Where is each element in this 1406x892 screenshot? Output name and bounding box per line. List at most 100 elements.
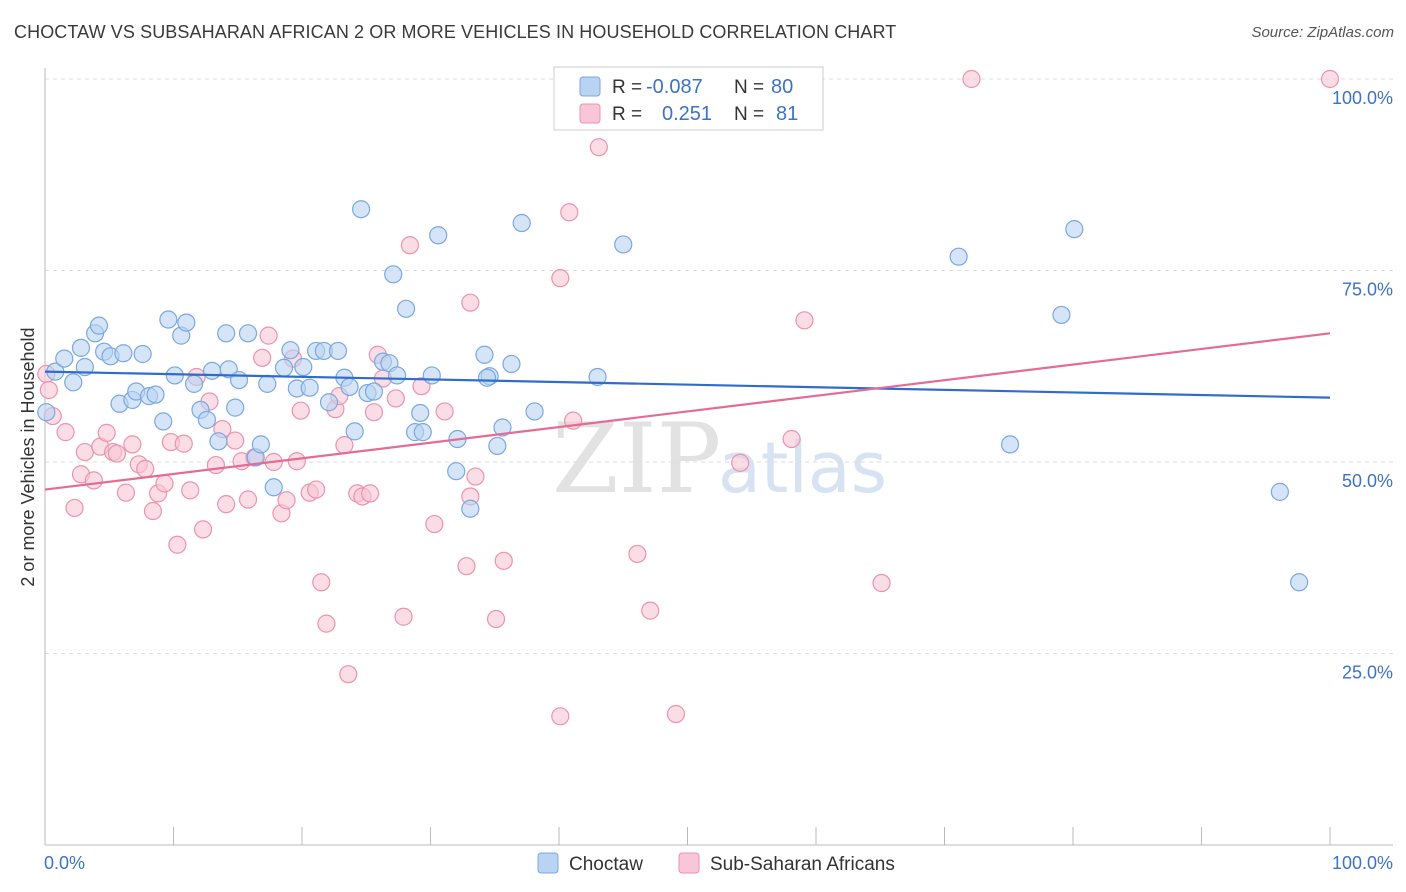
data-point-sub-saharan-africans bbox=[56, 423, 75, 442]
data-point-sub-saharan-africans bbox=[143, 501, 163, 521]
data-point-sub-saharan-africans bbox=[486, 609, 506, 629]
y-axis-label: 2 or more Vehicles in Household bbox=[18, 327, 38, 586]
data-point-choctaw bbox=[294, 357, 313, 377]
legend-bottom-ssa-swatch bbox=[678, 852, 700, 874]
data-point-sub-saharan-africans bbox=[107, 444, 127, 463]
data-point-sub-saharan-africans bbox=[116, 483, 136, 502]
data-point-choctaw bbox=[184, 374, 204, 393]
data-point-choctaw bbox=[319, 393, 339, 412]
data-point-sub-saharan-africans bbox=[317, 614, 336, 633]
data-point-choctaw bbox=[461, 499, 480, 518]
legend-choctaw-swatch bbox=[579, 76, 601, 97]
data-point-sub-saharan-africans bbox=[589, 138, 608, 157]
data-point-sub-saharan-africans bbox=[174, 434, 193, 453]
data-point-sub-saharan-africans bbox=[731, 453, 750, 472]
data-point-choctaw bbox=[71, 338, 91, 357]
trend-lines bbox=[44, 332, 1331, 491]
source-credit: Source: ZipAtlas.com bbox=[1251, 24, 1394, 41]
data-point-sub-saharan-africans bbox=[339, 665, 358, 684]
data-point-choctaw bbox=[488, 436, 507, 456]
legend-bottom-ssa-label: Sub-Saharan Africans bbox=[710, 854, 895, 875]
x-tick-label-min: 0.0% bbox=[44, 853, 85, 873]
trend-line-sub-saharan-africans bbox=[44, 332, 1331, 491]
data-point-sub-saharan-africans bbox=[39, 380, 58, 400]
data-point-choctaw bbox=[411, 403, 430, 423]
data-point-choctaw bbox=[177, 313, 196, 332]
data-point-choctaw bbox=[55, 349, 74, 368]
data-point-sub-saharan-africans bbox=[291, 401, 310, 420]
trend-line-choctaw bbox=[44, 370, 1331, 399]
data-point-sub-saharan-africans bbox=[97, 423, 116, 442]
legend-choctaw-n-label: N = bbox=[734, 77, 764, 98]
data-point-sub-saharan-africans bbox=[628, 544, 647, 564]
legend-ssa-swatch bbox=[579, 103, 601, 124]
legend-top: R = -0.087 N = 80 R = 0.251 N = 81 bbox=[553, 66, 824, 131]
y-tick-labels: 25.0% 50.0% 75.0% 100.0% bbox=[1332, 88, 1393, 683]
data-point-choctaw bbox=[512, 213, 531, 233]
data-point-sub-saharan-africans bbox=[259, 326, 278, 345]
data-point-sub-saharan-africans bbox=[155, 474, 174, 493]
data-point-choctaw bbox=[387, 366, 407, 385]
legend-bottom-choctaw-label: Choctaw bbox=[569, 854, 643, 875]
data-point-choctaw bbox=[89, 316, 109, 335]
legend-bottom: Choctaw Sub-Saharan Africans bbox=[537, 852, 895, 875]
data-point-sub-saharan-africans bbox=[361, 484, 380, 503]
grid bbox=[45, 78, 1393, 654]
data-point-choctaw bbox=[614, 235, 633, 254]
data-point-sub-saharan-africans bbox=[461, 293, 480, 312]
data-point-sub-saharan-africans bbox=[84, 471, 103, 490]
data-point-choctaw bbox=[413, 423, 432, 442]
data-point-choctaw bbox=[364, 382, 384, 401]
data-point-choctaw bbox=[345, 422, 364, 441]
legend-bottom-choctaw-swatch bbox=[537, 852, 559, 874]
data-point-sub-saharan-africans bbox=[962, 69, 981, 89]
data-point-sub-saharan-africans bbox=[494, 551, 513, 570]
data-point-choctaw bbox=[37, 403, 56, 422]
data-point-sub-saharan-africans bbox=[466, 467, 485, 486]
y-tick-label: 25.0% bbox=[1342, 663, 1393, 683]
data-point-sub-saharan-africans bbox=[666, 704, 686, 724]
data-point-choctaw bbox=[258, 374, 277, 393]
data-point-sub-saharan-africans bbox=[457, 557, 476, 576]
data-point-sub-saharan-africans bbox=[238, 490, 258, 509]
data-point-choctaw bbox=[429, 226, 448, 245]
data-point-choctaw bbox=[209, 432, 228, 451]
legend-choctaw-r-value: -0.087 bbox=[646, 76, 703, 98]
data-point-choctaw bbox=[384, 265, 403, 284]
data-point-choctaw bbox=[949, 247, 968, 266]
data-point-choctaw bbox=[300, 378, 319, 397]
series-sub-saharan-africans bbox=[37, 69, 1340, 726]
data-point-sub-saharan-africans bbox=[253, 348, 272, 367]
data-point-sub-saharan-africans bbox=[287, 452, 306, 471]
data-point-sub-saharan-africans bbox=[123, 435, 142, 454]
data-point-sub-saharan-africans bbox=[217, 495, 236, 514]
data-point-sub-saharan-africans bbox=[136, 459, 155, 478]
data-point-sub-saharan-africans bbox=[795, 311, 814, 330]
x-tick-label-max: 100.0% bbox=[1332, 853, 1393, 873]
data-point-choctaw bbox=[1270, 482, 1289, 501]
data-point-choctaw bbox=[251, 435, 270, 454]
data-point-choctaw bbox=[226, 398, 245, 417]
data-point-choctaw bbox=[1065, 220, 1084, 239]
data-point-sub-saharan-africans bbox=[364, 403, 384, 422]
legend-choctaw-n-value: 80 bbox=[771, 76, 793, 98]
data-point-sub-saharan-africans bbox=[277, 491, 296, 510]
data-point-choctaw bbox=[1052, 305, 1071, 325]
data-point-choctaw bbox=[525, 402, 544, 421]
legend-choctaw-r-label: R = bbox=[612, 77, 642, 98]
data-point-choctaw bbox=[264, 478, 283, 497]
data-point-sub-saharan-africans bbox=[168, 535, 187, 554]
data-point-sub-saharan-africans bbox=[394, 607, 413, 626]
data-point-sub-saharan-africans bbox=[226, 431, 245, 450]
data-point-sub-saharan-africans bbox=[206, 455, 226, 475]
data-point-sub-saharan-africans bbox=[312, 573, 331, 592]
data-point-choctaw bbox=[274, 358, 294, 377]
data-point-choctaw bbox=[502, 354, 521, 374]
y-tick-label: 75.0% bbox=[1342, 280, 1393, 300]
data-point-choctaw bbox=[340, 377, 359, 397]
data-point-choctaw bbox=[146, 385, 165, 404]
data-point-choctaw bbox=[1000, 435, 1020, 454]
data-point-choctaw bbox=[422, 366, 441, 385]
data-point-choctaw bbox=[588, 367, 607, 387]
